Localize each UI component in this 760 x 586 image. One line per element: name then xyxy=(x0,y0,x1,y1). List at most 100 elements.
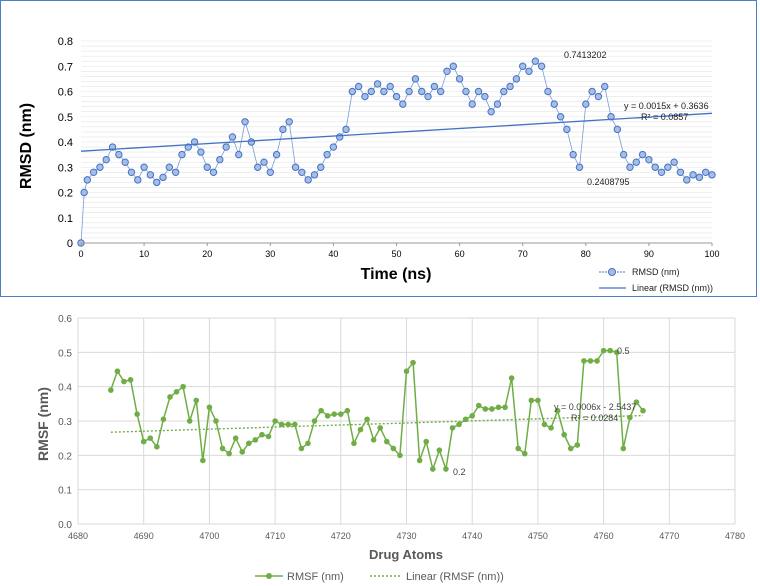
rmsd-data-point xyxy=(178,150,186,159)
rmsd-y-tick-label: 0.1 xyxy=(58,213,73,225)
rmsd-data-point xyxy=(544,87,552,96)
rmsd-data-point xyxy=(235,150,243,159)
rmsf-data-point xyxy=(357,426,364,433)
rmsf-data-point xyxy=(567,445,574,452)
rmsd-data-point xyxy=(310,171,319,179)
rmsd-data-point xyxy=(430,82,439,91)
rmsd-x-tick-label: 10 xyxy=(139,249,149,259)
rmsf-x-tick-label: 4750 xyxy=(528,531,548,541)
rmsd-data-point xyxy=(171,168,180,177)
rmsf-x-tick-label: 4680 xyxy=(68,531,88,541)
rmsd-data-point xyxy=(336,133,344,141)
rmsd-data-point xyxy=(272,150,281,159)
rmsf-max-label: 0.5 xyxy=(617,346,630,356)
rmsd-max-label: 0.7413202 xyxy=(564,50,607,60)
rmsf-data-point xyxy=(305,440,311,447)
rmsf-data-point xyxy=(180,383,186,390)
rmsd-data-point xyxy=(569,150,577,159)
rmsf-y-tick-label: 0.3 xyxy=(58,417,72,428)
rmsf-data-point xyxy=(160,416,167,423)
rmsf-data-point xyxy=(246,440,252,447)
rmsf-data-point xyxy=(594,358,600,364)
rmsd-data-point xyxy=(298,168,306,177)
rmsf-data-point xyxy=(140,438,147,445)
rmsd-data-point xyxy=(253,163,262,171)
rmsd-data-point xyxy=(228,133,237,141)
rmsd-data-point xyxy=(247,138,256,146)
rmsd-data-point xyxy=(588,87,596,96)
rmsd-y-axis-title: RMSD (nm) xyxy=(18,103,35,189)
rmsf-x-tick-label: 4690 xyxy=(134,531,154,541)
rmsf-data-point xyxy=(541,421,548,428)
rmsd-data-point xyxy=(285,118,293,126)
rmsd-y-tick-label: 0.5 xyxy=(58,112,73,124)
rmsd-trendline xyxy=(80,112,713,152)
rmsd-data-point xyxy=(474,87,483,96)
rmsf-data-point xyxy=(370,437,377,443)
rmsf-data-point xyxy=(416,457,423,464)
rmsd-data-point xyxy=(329,143,338,151)
rmsd-data-point xyxy=(279,125,287,134)
rmsd-data-point xyxy=(121,158,129,166)
rmsd-data-point xyxy=(638,150,647,159)
rmsf-data-point xyxy=(436,447,443,453)
rmsd-data-point xyxy=(512,75,521,83)
rmsf-data-point xyxy=(298,445,305,452)
rmsd-data-point xyxy=(203,163,211,171)
rmsd-data-point xyxy=(449,62,457,70)
rmsd-x-tick-label: 0 xyxy=(78,249,83,259)
rmsd-data-point xyxy=(197,148,205,156)
rmsf-min-label: 0.2 xyxy=(453,467,466,477)
rmsd-data-point xyxy=(102,155,110,164)
rmsd-data-point xyxy=(701,168,710,177)
rmsf-x-tick-label: 4720 xyxy=(331,531,351,541)
rmsf-data-point xyxy=(121,378,127,385)
rmsf-data-point xyxy=(219,445,226,452)
rmsf-data-point xyxy=(410,359,416,366)
rmsf-data-point xyxy=(607,347,613,354)
legend-rmsd-marker xyxy=(608,268,616,276)
rmsd-data-point xyxy=(500,87,508,96)
rmsf-data-point xyxy=(495,404,502,411)
rmsf-data-point xyxy=(383,438,390,445)
rmsd-data-point xyxy=(222,143,230,151)
rmsf-grid xyxy=(77,317,736,525)
rmsd-data-point xyxy=(405,87,413,96)
rmsd-data-point xyxy=(481,92,489,101)
rmsf-data-point xyxy=(613,349,620,356)
rmsd-data-point xyxy=(367,87,375,96)
rmsd-data-point xyxy=(165,163,174,171)
rmsd-data-point xyxy=(373,80,382,88)
rmsd-x-tick-label: 80 xyxy=(581,249,591,259)
rmsf-data-point xyxy=(239,449,246,455)
rmsd-data-point xyxy=(361,92,369,101)
rmsf-r-squared: R² = 0.0284 xyxy=(571,413,618,423)
rmsf-data-point xyxy=(449,425,456,431)
rmsd-data-point xyxy=(392,92,401,101)
rmsf-data-point xyxy=(508,375,515,381)
legend-rmsf-marker xyxy=(266,573,272,579)
rmsd-data-point xyxy=(127,168,136,177)
rmsd-y-tick-label: 0.8 xyxy=(58,36,73,48)
rmsf-data-point xyxy=(561,431,567,438)
rmsd-x-tick-label: 50 xyxy=(391,249,401,259)
rmsd-data-point xyxy=(537,62,546,70)
rmsf-data-point xyxy=(331,411,338,417)
rmsd-data-point xyxy=(664,163,672,171)
rmsd-data-point xyxy=(348,87,357,96)
rmsd-data-point xyxy=(418,87,426,96)
rmsd-data-point xyxy=(525,67,533,76)
rmsd-data-point xyxy=(386,82,394,91)
rmsf-chart: 4680 4690 4700 4710 4720 4730 4740 4750 4760 4770… xyxy=(35,314,745,583)
rmsd-data-point xyxy=(266,168,274,177)
rmsf-data-point xyxy=(574,442,581,448)
rmsf-data-point xyxy=(108,387,114,393)
rmsf-data-point xyxy=(515,445,521,452)
rmsd-x-tick-label: 70 xyxy=(518,249,528,259)
rmsd-y-tick-label: 0.7 xyxy=(58,61,73,73)
rmsd-data-point xyxy=(651,163,659,171)
rmsd-axes: 0 0.1 0.2 0.3 0.4 0.5 0.6 0.7 0.8 0 10 20 30 40 50 60 70… xyxy=(58,36,720,259)
rmsd-data-point xyxy=(216,155,224,164)
legend-rmsd-label: RMSD (nm) xyxy=(632,267,680,277)
rmsf-data-point xyxy=(344,407,351,414)
